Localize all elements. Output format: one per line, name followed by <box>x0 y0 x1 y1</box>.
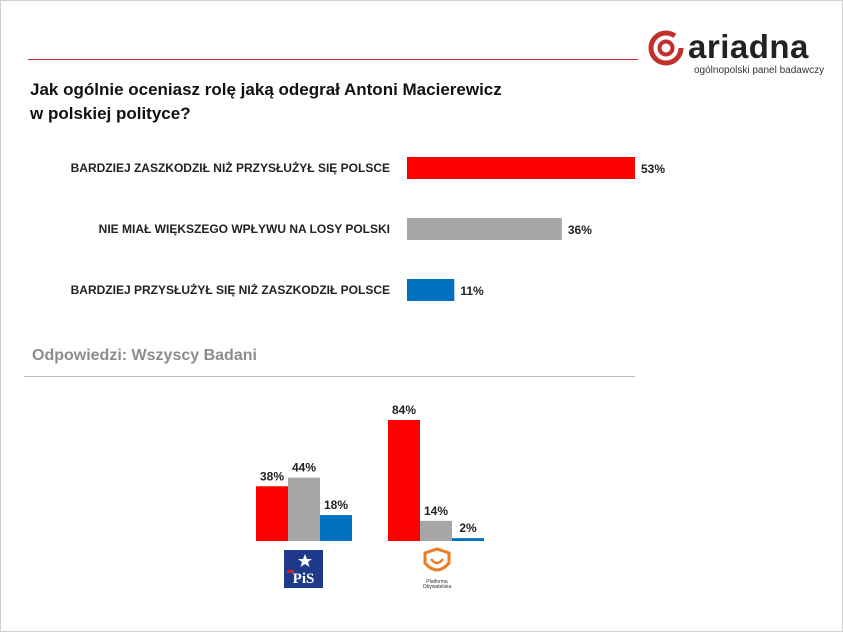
bar <box>407 279 455 301</box>
data-label: 14% <box>424 504 448 518</box>
category-label: BARDZIEJ PRZYSŁUŻYŁ SIĘ NIŻ ZASZKODZIŁ P… <box>71 282 390 297</box>
brand-logo: ariadna ogólnopolski panel badawczy <box>648 28 833 78</box>
category-label: BARDZIEJ ZASZKODZIŁ NIŻ PRZYSŁUŻYŁ SIĘ P… <box>71 160 390 175</box>
main-bar-chart: BARDZIEJ ZASZKODZIŁ NIŻ PRZYSŁUŻYŁ SIĘ P… <box>71 157 665 301</box>
data-label: 36% <box>568 223 592 237</box>
respondents-subtitle: Odpowiedzi: Wszyscy Badani <box>32 347 257 364</box>
bar <box>407 157 635 179</box>
header-divider <box>28 59 638 60</box>
question-line-1: Jak ogólnie oceniasz rolę jaką odegrał A… <box>30 80 502 99</box>
pis-logo: PiS <box>284 550 323 588</box>
question-title: Jak ogólnie oceniasz rolę jaką odegrał A… <box>30 78 590 126</box>
ariadna-spiral-icon <box>648 30 684 66</box>
po-logo-text: Platforma Obywatelska <box>422 579 452 590</box>
po-logo: Platforma Obywatelska <box>417 547 457 593</box>
bar <box>452 538 484 541</box>
party-bar-chart: 38% 44% 18% 84% 14% 2% <box>256 403 484 541</box>
category-label: NIE MIAŁ WIĘKSZEGO WPŁYWU NA LOSY POLSKI <box>99 222 390 236</box>
brand-name: ariadna <box>688 28 809 65</box>
bar <box>320 515 352 541</box>
bar <box>388 420 420 541</box>
data-label: 18% <box>324 498 348 512</box>
data-label: 11% <box>460 284 484 298</box>
brand-tagline: ogólnopolski panel badawczy <box>694 65 825 76</box>
section-divider <box>24 376 635 377</box>
bar <box>420 520 452 541</box>
question-line-2: w polskiej polityce? <box>30 104 191 123</box>
pis-logo-text: PiS <box>293 571 315 587</box>
data-label: 44% <box>292 461 316 475</box>
bar <box>288 477 320 541</box>
bar <box>256 486 288 541</box>
bar <box>407 218 562 240</box>
data-label: 2% <box>459 521 477 535</box>
data-label: 53% <box>641 162 665 176</box>
data-label: 84% <box>392 403 416 417</box>
data-label: 38% <box>260 469 284 483</box>
